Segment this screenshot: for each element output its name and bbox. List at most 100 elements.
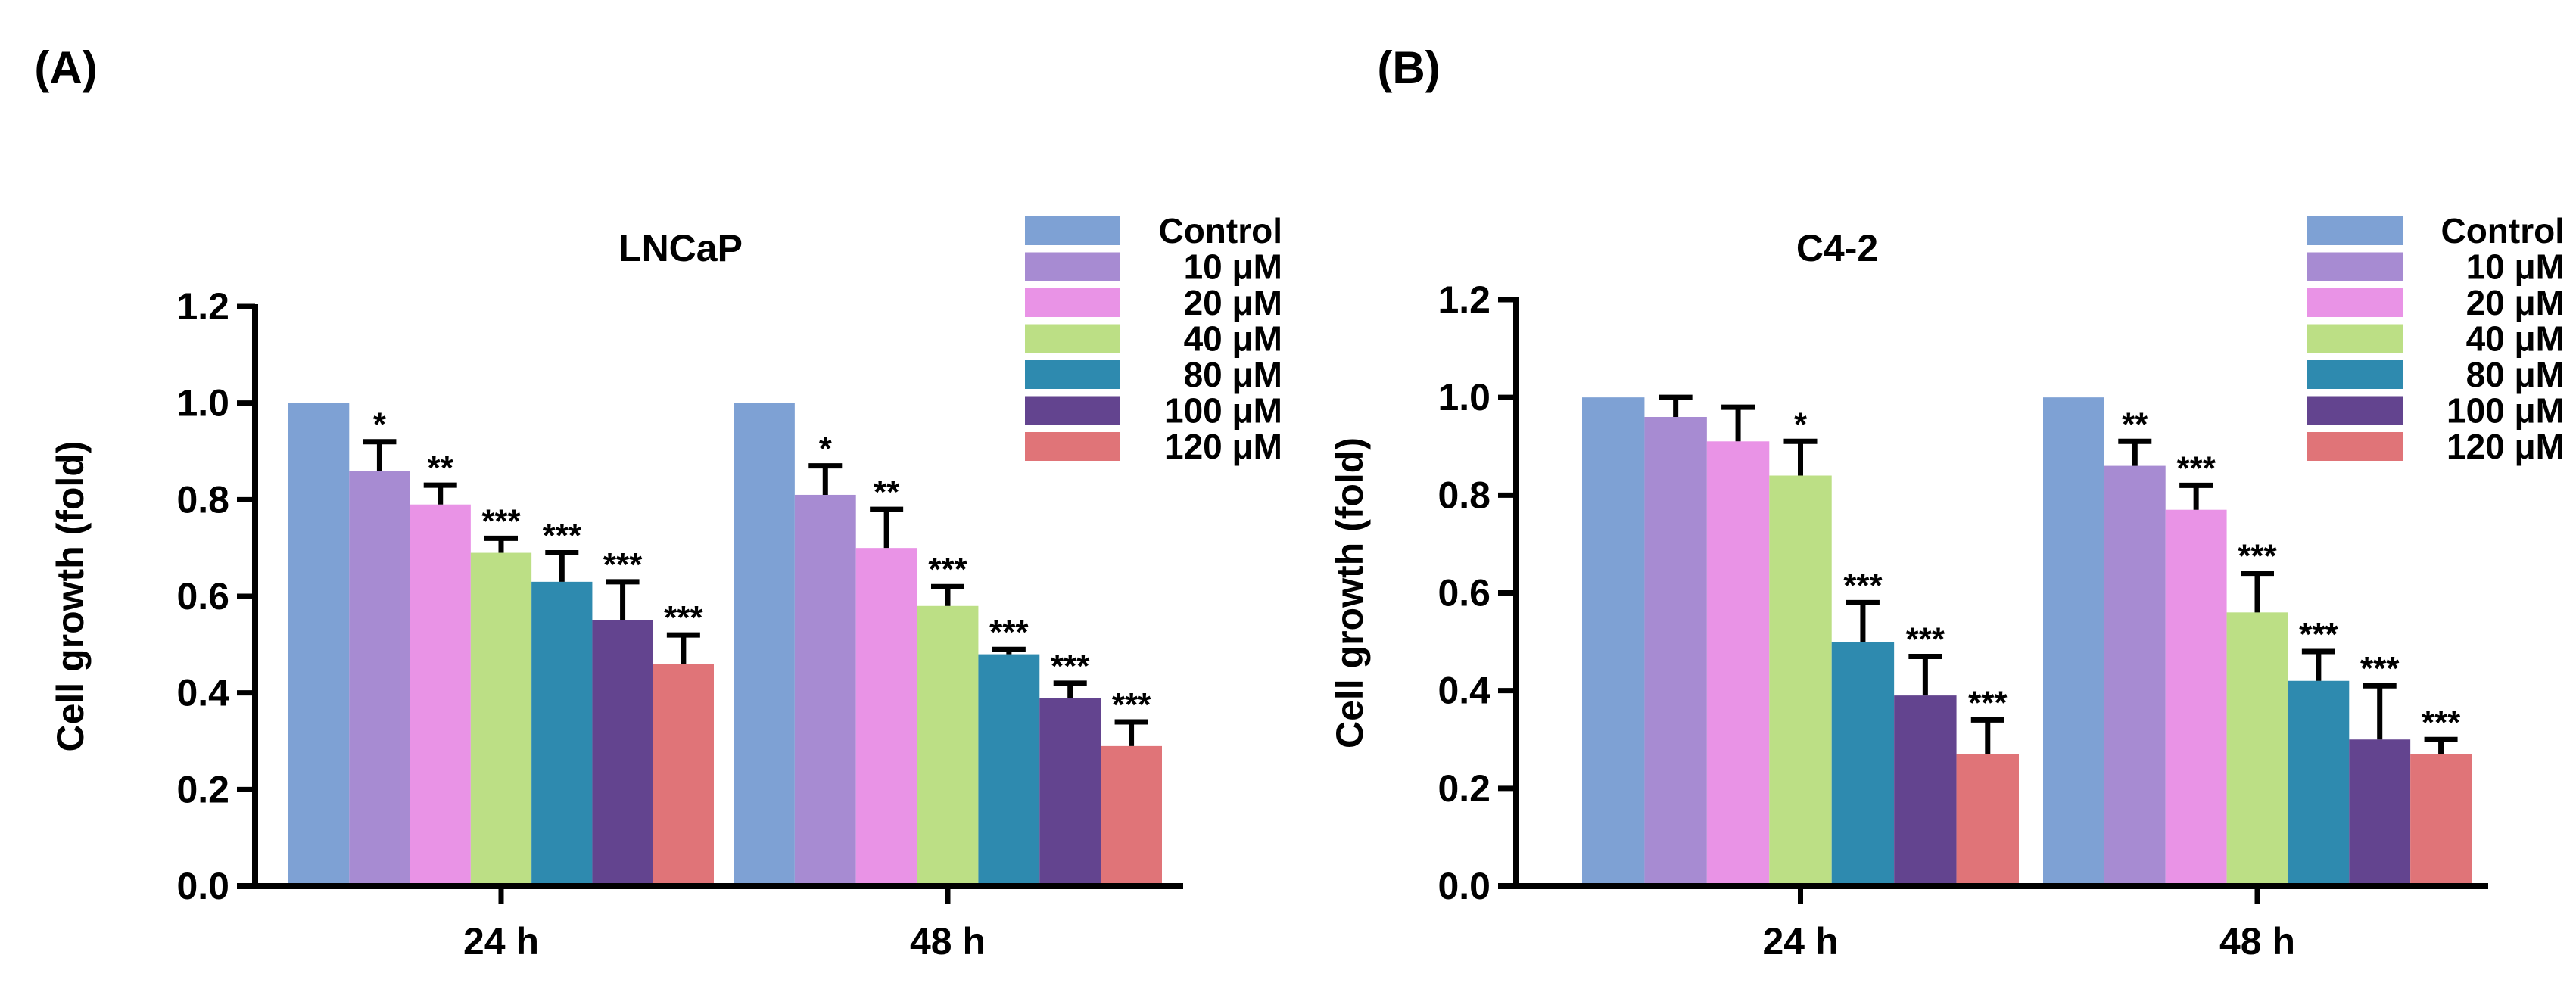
legend-label: Control <box>1158 211 1282 250</box>
significance-label: *** <box>2360 650 2400 687</box>
y-tick-label: 0.2 <box>1438 767 1490 810</box>
bar-48h-6 <box>1101 745 1162 886</box>
bar-24h-1 <box>349 471 410 886</box>
y-tick-label: 0.8 <box>1438 474 1490 516</box>
legend-swatch <box>1025 432 1120 461</box>
legend-label: 100 μM <box>2447 391 2565 431</box>
significance-label: *** <box>1843 567 1883 604</box>
legend-label: 20 μM <box>1184 283 1282 322</box>
x-tick-label: 24 h <box>463 920 539 963</box>
y-tick-label: 0.2 <box>176 768 229 810</box>
legend-swatch <box>1025 396 1120 425</box>
bar-24h-3 <box>1769 475 1832 886</box>
bar-24h-4 <box>1831 642 1895 886</box>
legend-label: 10 μM <box>1184 247 1282 287</box>
legend-swatch <box>2307 432 2403 461</box>
y-tick-label: 1.2 <box>1438 278 1490 321</box>
y-tick-label: 0.0 <box>1438 865 1490 907</box>
legend-swatch <box>2307 288 2403 317</box>
y-tick-label: 0.8 <box>176 478 229 521</box>
bar-48h-1 <box>2104 465 2166 886</box>
legend-label: 40 μM <box>1184 319 1282 359</box>
bar-48h-5 <box>2349 739 2411 886</box>
bar-48h-1 <box>794 494 856 886</box>
legend-label: 80 μM <box>2466 355 2565 394</box>
significance-label: *** <box>2422 704 2461 741</box>
legend-swatch <box>1025 324 1120 353</box>
bar-24h-2 <box>1706 441 1770 886</box>
significance-label: *** <box>664 599 703 636</box>
y-tick-label: 1.0 <box>1438 376 1490 418</box>
legend-label: 100 μM <box>1164 391 1282 431</box>
bar-48h-4 <box>2288 680 2350 886</box>
bar-48h-0 <box>2043 397 2104 886</box>
significance-label: *** <box>1051 648 1090 685</box>
significance-label: *** <box>1906 620 1945 658</box>
y-axis-label: Cell growth (fold) <box>1328 437 1371 748</box>
bar-48h-3 <box>917 605 979 886</box>
legend-label: 20 μM <box>2466 283 2565 322</box>
significance-label: *** <box>1968 684 2008 721</box>
bar-24h-4 <box>531 581 593 886</box>
legend-label: 10 μM <box>2466 247 2565 287</box>
legend-swatch <box>2307 216 2403 245</box>
bar-48h-5 <box>1039 698 1101 886</box>
significance-label: *** <box>928 551 967 588</box>
legend-swatch <box>2307 396 2403 425</box>
x-tick-label: 24 h <box>1762 920 1838 963</box>
significance-label: *** <box>989 614 1029 651</box>
bar-48h-6 <box>2410 754 2472 886</box>
bar-48h-4 <box>978 654 1040 886</box>
y-axis-label: Cell growth (fold) <box>49 440 92 751</box>
significance-label: ** <box>2122 406 2148 443</box>
significance-label: *** <box>543 518 582 555</box>
chart-title: LNCaP <box>618 227 743 269</box>
panel-label: (A) <box>34 42 97 93</box>
significance-label: * <box>1794 406 1808 443</box>
bar-24h-5 <box>1894 695 1957 886</box>
significance-label: ** <box>428 449 454 487</box>
significance-label: * <box>819 431 833 468</box>
y-tick-label: 0.4 <box>1438 670 1490 712</box>
bar-24h-0 <box>288 403 350 886</box>
bar-48h-3 <box>2226 612 2288 886</box>
legend-label: 40 μM <box>2466 319 2565 359</box>
significance-label: *** <box>603 546 643 583</box>
bar-24h-0 <box>1582 397 1645 886</box>
significance-label: *** <box>1112 686 1151 723</box>
bar-24h-6 <box>653 664 714 886</box>
legend-swatch <box>2307 252 2403 281</box>
y-tick-label: 1.0 <box>176 382 229 425</box>
y-tick-label: 0.4 <box>176 672 229 714</box>
bar-24h-2 <box>410 504 471 886</box>
legend-swatch <box>2307 324 2403 353</box>
chart-title: C4-2 <box>1796 227 1878 269</box>
legend-label: Control <box>2441 211 2565 250</box>
bar-48h-2 <box>2165 509 2227 886</box>
bar-24h-5 <box>592 620 653 886</box>
y-tick-label: 0.0 <box>176 865 229 907</box>
significance-label: *** <box>2299 616 2338 653</box>
significance-label: ** <box>874 474 900 511</box>
legend-label: 120 μM <box>1164 427 1282 466</box>
legend-label: 120 μM <box>2447 427 2565 466</box>
y-tick-label: 1.2 <box>176 285 229 328</box>
significance-label: *** <box>2176 449 2216 487</box>
y-tick-label: 0.6 <box>1438 572 1490 614</box>
legend-swatch <box>1025 360 1120 389</box>
legend-swatch <box>1025 216 1120 245</box>
legend-swatch <box>1025 252 1120 281</box>
significance-label: *** <box>2238 538 2277 575</box>
legend-swatch <box>2307 360 2403 389</box>
significance-label: *** <box>481 502 521 540</box>
bar-48h-2 <box>855 548 917 886</box>
panel-label: (B) <box>1377 42 1440 93</box>
x-tick-label: 48 h <box>2219 920 2295 963</box>
y-tick-label: 0.6 <box>176 575 229 617</box>
legend-swatch <box>1025 288 1120 317</box>
significance-label: * <box>373 406 387 443</box>
